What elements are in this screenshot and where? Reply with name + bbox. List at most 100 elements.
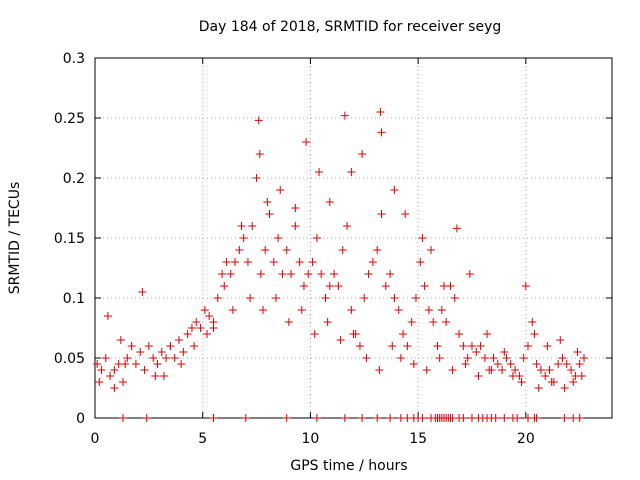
y-tick-label: 0.05: [54, 351, 85, 367]
data-point: [103, 312, 112, 320]
data-point: [205, 312, 214, 320]
data-point: [506, 360, 515, 368]
data-point: [455, 330, 464, 338]
data-point: [243, 258, 252, 266]
data-point: [97, 366, 106, 374]
data-point: [200, 306, 209, 314]
data-point: [420, 282, 429, 290]
data-point: [388, 342, 397, 350]
data-point: [310, 330, 319, 338]
data-point: [528, 318, 537, 326]
data-point: [183, 330, 192, 338]
data-point: [396, 354, 405, 362]
data-point: [573, 348, 582, 356]
y-tick-label: 0.2: [63, 171, 85, 187]
data-point: [407, 318, 416, 326]
data-point: [110, 366, 119, 374]
data-point: [390, 186, 399, 194]
data-point: [360, 294, 369, 302]
data-point: [157, 348, 166, 356]
y-tick-label: 0: [76, 411, 85, 427]
data-point: [177, 360, 186, 368]
data-point: [149, 354, 158, 362]
data-point: [218, 270, 227, 278]
data-point: [376, 108, 385, 116]
data-point: [315, 168, 324, 176]
data-point: [325, 198, 334, 206]
data-point: [577, 372, 586, 380]
data-point: [541, 372, 550, 380]
x-tick-label: 10: [302, 431, 320, 447]
data-point: [317, 270, 326, 278]
data-point: [437, 306, 446, 314]
data-point: [416, 258, 425, 266]
data-point: [162, 354, 171, 362]
data-point: [287, 270, 296, 278]
data-point: [121, 360, 130, 368]
data-point: [575, 414, 584, 422]
data-point: [433, 342, 442, 350]
data-point: [373, 414, 382, 422]
data-point: [452, 224, 461, 233]
data-point: [209, 414, 218, 422]
data-point: [175, 336, 184, 344]
data-point: [256, 270, 265, 278]
data-point: [493, 360, 502, 368]
data-point: [429, 318, 438, 326]
data-point: [237, 222, 246, 230]
data-point: [95, 378, 104, 386]
data-point: [513, 414, 522, 422]
data-point: [138, 288, 147, 296]
data-point: [144, 342, 153, 350]
data-point: [517, 378, 526, 386]
data-point: [295, 258, 304, 266]
data-point: [153, 360, 162, 368]
data-point: [459, 414, 468, 422]
data-point: [291, 222, 300, 230]
data-point: [368, 258, 377, 266]
data-point: [340, 111, 349, 120]
data-point: [282, 414, 291, 422]
data-point: [323, 318, 332, 326]
data-point: [282, 246, 291, 254]
series-zero-level: [119, 414, 584, 422]
data-point: [532, 360, 541, 368]
data-point: [579, 354, 588, 362]
data-point: [411, 294, 420, 302]
data-point: [231, 258, 240, 266]
data-point: [463, 354, 472, 362]
data-point: [349, 330, 358, 338]
data-point: [241, 414, 250, 422]
data-point: [472, 348, 481, 356]
y-tick-label: 0.1: [63, 291, 85, 307]
data-point: [312, 414, 321, 422]
data-point: [151, 372, 160, 380]
data-point: [465, 270, 474, 278]
data-point: [312, 234, 321, 242]
data-point: [377, 210, 386, 218]
data-point: [439, 282, 448, 290]
data-point: [284, 318, 293, 326]
data-point: [467, 342, 476, 350]
data-point: [340, 414, 349, 422]
data-marks: [93, 108, 588, 422]
data-point: [93, 360, 102, 368]
data-point: [119, 414, 128, 422]
data-point: [321, 294, 330, 302]
data-point: [239, 234, 248, 242]
y-tick-label: 0.15: [54, 231, 85, 247]
data-point: [508, 372, 517, 380]
data-point: [530, 330, 539, 338]
data-point: [480, 354, 489, 362]
data-point: [489, 354, 498, 362]
data-point: [491, 414, 500, 422]
axis-ticks: [94, 57, 612, 419]
data-point: [575, 360, 584, 368]
data-point: [343, 222, 352, 230]
data-point: [140, 366, 149, 374]
data-point: [435, 354, 444, 362]
data-point: [106, 372, 115, 380]
data-point: [558, 354, 567, 362]
data-point: [532, 414, 541, 422]
